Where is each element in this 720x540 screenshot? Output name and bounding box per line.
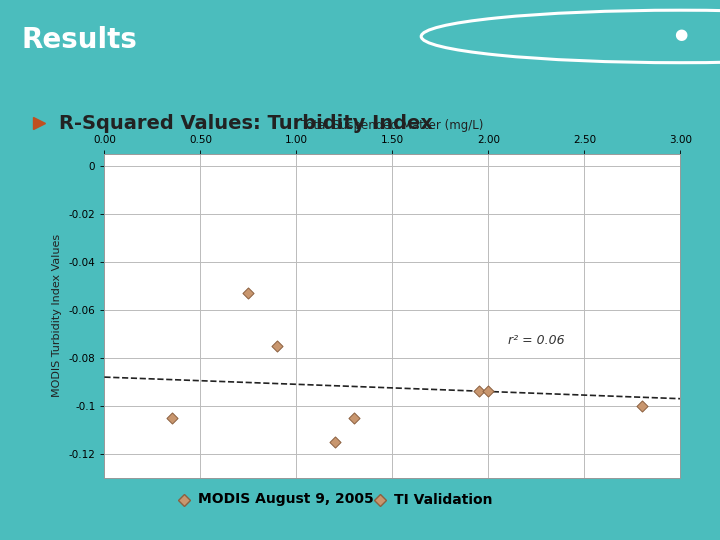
Text: Results: Results: [22, 26, 138, 54]
Text: R-Squared Values: Turbidity Index: R-Squared Values: Turbidity Index: [59, 113, 433, 133]
Point: [271, 342, 283, 350]
X-axis label: Total Suspended Matter (mg/L): Total Suspended Matter (mg/L): [301, 119, 484, 132]
Point: [348, 414, 360, 422]
Point: [166, 414, 177, 422]
Point: [329, 437, 341, 446]
Text: ●: ●: [674, 28, 687, 43]
Point: [473, 387, 485, 396]
Text: TI Validation: TI Validation: [394, 492, 492, 507]
Point: [482, 387, 494, 396]
Point: [243, 289, 254, 298]
Text: r² = 0.06: r² = 0.06: [508, 334, 564, 347]
Y-axis label: MODIS Turbidity Index Values: MODIS Turbidity Index Values: [52, 234, 61, 397]
Text: MODIS August 9, 2005: MODIS August 9, 2005: [197, 492, 373, 507]
Point: [636, 402, 648, 410]
